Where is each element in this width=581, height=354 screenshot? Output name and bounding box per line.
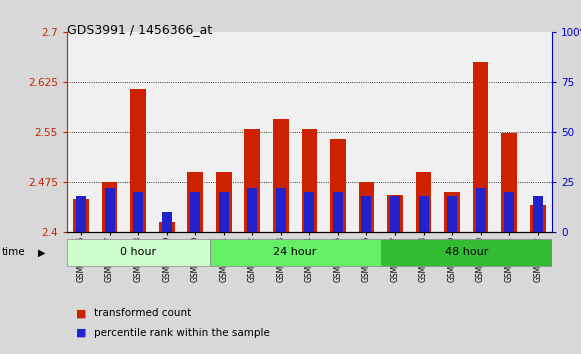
Text: percentile rank within the sample: percentile rank within the sample [94, 328, 270, 338]
Text: GDS3991 / 1456366_at: GDS3991 / 1456366_at [67, 23, 212, 36]
Bar [130, 88, 146, 232]
Bar [248, 188, 257, 232]
Bar [415, 172, 431, 232]
Bar [159, 222, 174, 232]
Bar [330, 138, 346, 232]
Bar [276, 188, 286, 232]
FancyBboxPatch shape [67, 239, 210, 266]
Bar [105, 188, 114, 232]
Bar [390, 196, 400, 232]
FancyBboxPatch shape [210, 239, 381, 266]
Bar [133, 192, 143, 232]
Bar [387, 195, 403, 232]
Text: ▶: ▶ [38, 247, 45, 257]
Bar [358, 182, 374, 232]
Bar [216, 172, 232, 232]
Text: transformed count: transformed count [94, 308, 191, 318]
Bar [447, 196, 457, 232]
Bar [304, 192, 314, 232]
Bar [418, 196, 429, 232]
Bar [73, 199, 89, 232]
Bar [476, 188, 486, 232]
Bar [302, 129, 317, 232]
Bar [190, 192, 200, 232]
FancyBboxPatch shape [381, 239, 552, 266]
Bar [245, 129, 260, 232]
Bar [504, 192, 514, 232]
Bar [533, 196, 543, 232]
Text: 24 hour: 24 hour [274, 247, 317, 257]
Bar [530, 205, 546, 232]
Bar [361, 196, 371, 232]
Text: 48 hour: 48 hour [444, 247, 488, 257]
Bar [333, 192, 343, 232]
Bar [501, 133, 517, 232]
Bar [188, 172, 203, 232]
Bar [162, 212, 172, 232]
Bar [219, 192, 229, 232]
Bar [76, 196, 86, 232]
Bar [102, 182, 117, 232]
Text: 0 hour: 0 hour [120, 247, 156, 257]
Bar [473, 62, 489, 232]
Text: ■: ■ [76, 328, 86, 338]
Text: ■: ■ [76, 308, 86, 318]
Text: time: time [2, 247, 26, 257]
Bar [444, 192, 460, 232]
Bar [273, 119, 289, 232]
